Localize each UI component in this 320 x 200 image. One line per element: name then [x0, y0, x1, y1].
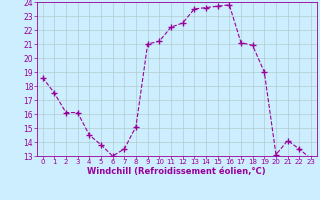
X-axis label: Windchill (Refroidissement éolien,°C): Windchill (Refroidissement éolien,°C) — [87, 167, 266, 176]
